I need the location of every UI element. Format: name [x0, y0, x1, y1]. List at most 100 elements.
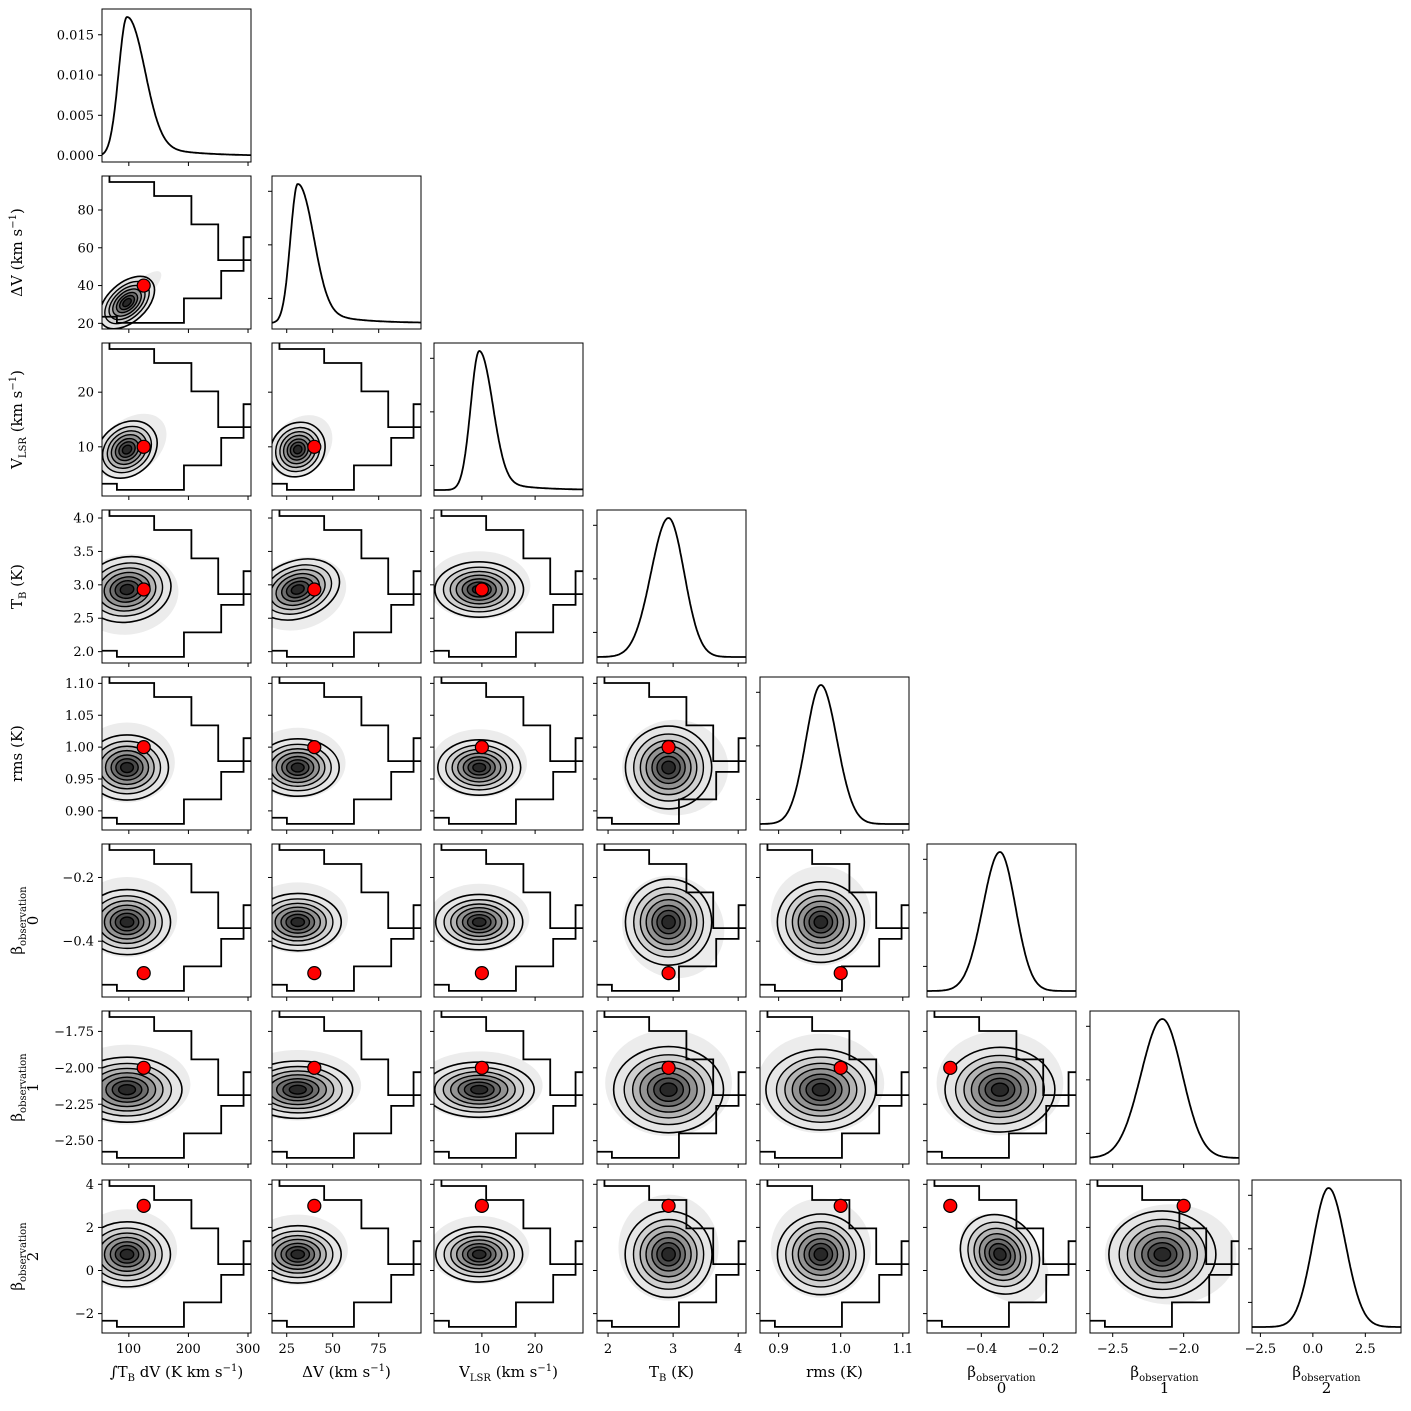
- panel-rms-vs-dv: [268, 676, 422, 834]
- truth-marker-b2-b1: [1176, 1198, 1191, 1213]
- x-axis-label-tb: TB (K): [649, 1363, 694, 1384]
- contour-b0-vlsr-6: [471, 917, 487, 928]
- boundary-lower-b2-dv: [272, 1240, 421, 1328]
- truth-marker-b2-vlsr: [474, 1198, 489, 1213]
- contour-vlsr-dv-6: [292, 444, 303, 455]
- panel-frame: [433, 843, 584, 998]
- panel-b1-vs-b1: [1086, 1010, 1240, 1168]
- boundary-lower-b1-tb: [597, 1071, 746, 1159]
- y-tick-label-rms: 1.05: [65, 709, 94, 724]
- boundary-upper-b0-itv: [108, 844, 251, 930]
- contour-rms-dv-6: [290, 762, 305, 773]
- contour-b2-tb-6: [661, 1247, 676, 1262]
- panel-frame: [433, 676, 584, 831]
- boundary-lower-b0-rms: [760, 904, 909, 992]
- contour-rms-vlsr-6: [472, 762, 487, 773]
- x-tick-label-itv: 300: [236, 1342, 261, 1357]
- boundary-lower-rms-itv: [102, 737, 251, 825]
- panel-frame: [433, 342, 584, 497]
- panel-frame: [1251, 1179, 1402, 1334]
- panel-b1-vs-vlsr: [430, 1010, 584, 1168]
- corner-panels: 0.0000.0050.0100.0152040608010202.02.53.…: [54, 8, 1402, 1357]
- boundary-lower-b2-b1: [1090, 1240, 1239, 1328]
- boundary-lower-tb-vlsr: [434, 570, 583, 658]
- panel-rms-vs-vlsr: [430, 676, 584, 834]
- boundary-upper-rms-tb: [603, 677, 746, 763]
- marginal-curve-itv: [102, 16, 251, 157]
- boundary-lower-rms-vlsr: [434, 737, 583, 825]
- x-axis-label-itv: ∫TB dV (K km s−1): [110, 1363, 243, 1384]
- panel-frame: [101, 1010, 252, 1165]
- x-tick-label-b1: −2.0: [1168, 1342, 1200, 1357]
- panel-frame: [101, 843, 252, 998]
- contour-rms-itv-6: [119, 761, 135, 774]
- panel-b1-vs-rms: [756, 1010, 910, 1168]
- truth-marker-rms-dv: [307, 740, 322, 755]
- panel-rms-vs-rms: [756, 676, 910, 834]
- panel-frame: [1089, 1179, 1240, 1334]
- y-axis-labels: ΔV (km s−1) VLSR (km s−1) TB (K) rms (K) βob…: [8, 208, 42, 1290]
- y-tick-label-itv: 0.010: [57, 69, 94, 84]
- panel-frame: [596, 843, 747, 998]
- x-axis-labels: ∫TB dV (K km s−1) ΔV (km s−1) VLSR (km s−1…: [110, 1363, 1361, 1397]
- truth-marker-b0-rms: [833, 965, 848, 981]
- y-tick-label-itv: 0.015: [57, 28, 94, 43]
- boundary-upper-rms-itv: [108, 677, 251, 763]
- boundary-upper-b1-dv: [278, 1011, 421, 1097]
- marginal-curve-rms: [760, 684, 909, 825]
- x-tick-label-rms: 1.0: [830, 1342, 851, 1357]
- panel-b1-vs-b0: [923, 1010, 1077, 1168]
- x-tick-label-b2: −2.5: [1245, 1342, 1277, 1357]
- truth-marker-b0-tb: [661, 965, 676, 981]
- marginal-curve-b0: [927, 851, 1076, 992]
- panel-b2-vs-vlsr: 10 20: [430, 1179, 584, 1357]
- panel-frame: [271, 342, 422, 497]
- truth-marker-b1-dv: [307, 1060, 322, 1075]
- y-tick-label-b1: −2.25: [54, 1098, 94, 1113]
- x-tick-label-b1: −2.5: [1097, 1342, 1129, 1357]
- boundary-lower-b1-itv: [102, 1071, 251, 1159]
- y-tick-label-b1: −2.50: [54, 1134, 94, 1149]
- panel-frame: [101, 342, 252, 497]
- boundary-lower-b0-vlsr: [434, 904, 583, 992]
- boundary-upper-b0-rms: [766, 844, 909, 930]
- panel-frame: [271, 509, 422, 664]
- x-tick-label-itv: 200: [176, 1342, 201, 1357]
- panel-frame: [759, 1179, 910, 1334]
- y-tick-label-dv: 40: [77, 279, 94, 294]
- boundary-upper-rms-dv: [278, 677, 421, 763]
- marginal-curve-b2: [1252, 1187, 1401, 1328]
- contour-b2-b0-6: [993, 1247, 1007, 1262]
- boundary-lower-b2-b0: [927, 1240, 1076, 1328]
- x-axis-label-rms: rms (K): [806, 1363, 863, 1381]
- contour-tb-itv-6: [119, 583, 135, 596]
- truth-marker-tb-dv: [307, 582, 322, 597]
- boundary-lower-b2-tb: [597, 1240, 746, 1328]
- panel-frame: [596, 509, 747, 664]
- x-axis-label-b0: βobservation: [967, 1363, 1036, 1384]
- x-tick-label-dv: 75: [370, 1342, 387, 1357]
- truth-marker-rms-itv: [136, 740, 151, 755]
- boundary-upper-b2-vlsr: [440, 1180, 583, 1266]
- y-axis-label-b2: βobservation: [8, 1222, 29, 1291]
- panel-frame: [596, 1010, 747, 1165]
- y-tick-label-dv: 60: [77, 241, 94, 256]
- panel-b0-vs-b0: [923, 843, 1077, 1001]
- panel-frame: [759, 1010, 910, 1165]
- panel-b2-vs-rms: 0.9 1.0 1.1: [756, 1179, 913, 1357]
- boundary-lower-b2-rms: [760, 1240, 909, 1328]
- x-axis-label-index-b1: 1: [1160, 1379, 1170, 1397]
- panel-frame: [101, 175, 252, 330]
- panel-itv-vs-itv: 0.000 0.005 0.010 0.015: [57, 8, 252, 166]
- truth-marker-b1-itv: [136, 1060, 151, 1075]
- truth-marker-tb-itv: [136, 582, 151, 597]
- boundary-lower-b1-rms: [760, 1071, 909, 1159]
- boundary-lower-dv-itv: [102, 236, 251, 324]
- panel-frame: [596, 676, 747, 831]
- truth-marker-rms-tb: [661, 740, 676, 755]
- contour-b0-rms-6: [813, 915, 829, 930]
- y-tick-label-rms: 1.00: [65, 741, 94, 756]
- panel-b1-vs-dv: [268, 1010, 422, 1168]
- y-axis-label-index-b0: 0: [24, 916, 42, 926]
